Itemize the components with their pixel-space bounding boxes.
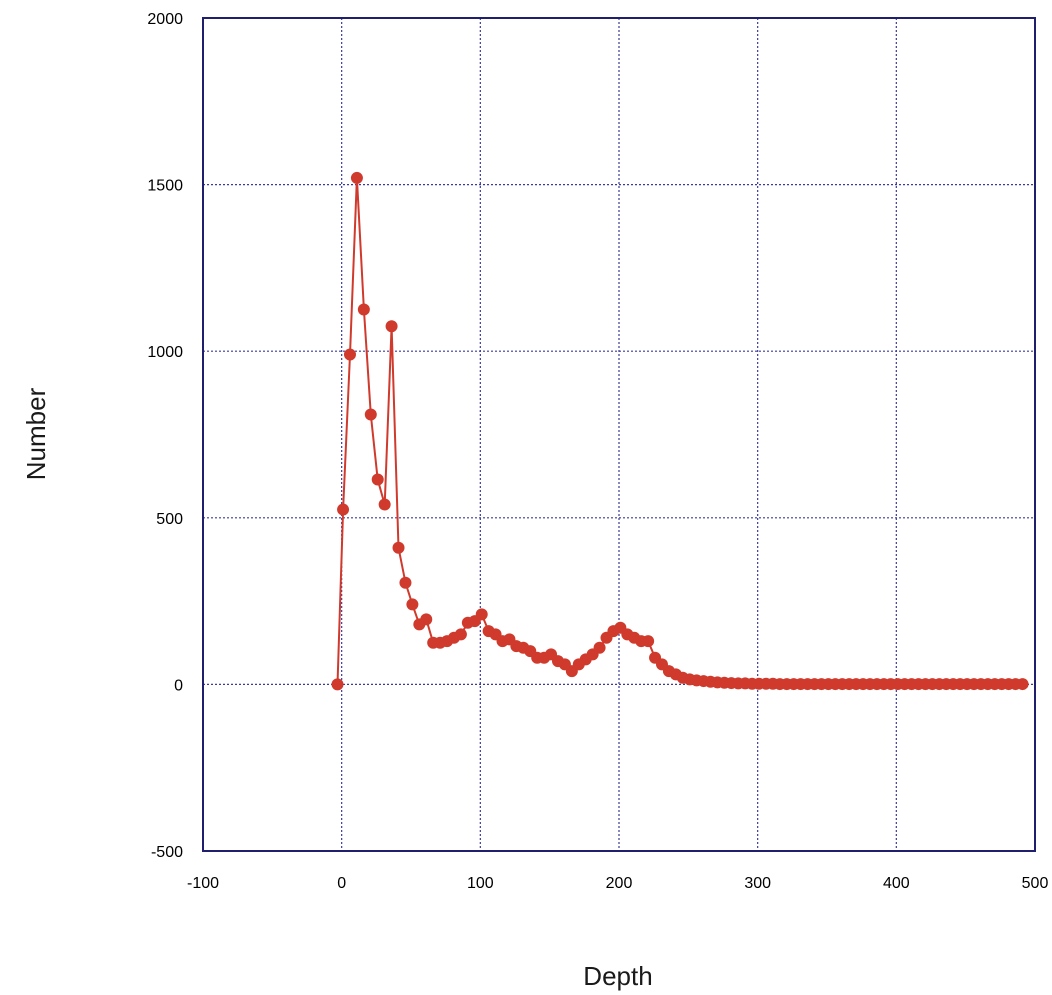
x-tick-label: 200 (606, 875, 633, 892)
y-tick-label: -500 (151, 844, 183, 861)
data-point (364, 408, 377, 421)
x-tick-label: 400 (883, 875, 910, 892)
y-axis-title: Number (21, 387, 51, 480)
data-point (371, 473, 384, 486)
y-tick-label: 1000 (147, 344, 183, 361)
data-point (420, 613, 433, 626)
x-tick-label: 300 (744, 875, 771, 892)
data-point (475, 608, 488, 621)
x-axis-ticks: -100 0 100 200 300 400 500 (187, 875, 1048, 892)
x-tick-label: 100 (467, 875, 494, 892)
data-point (593, 641, 606, 654)
data-point (642, 635, 655, 648)
data-point (350, 171, 363, 184)
data-point (331, 678, 344, 691)
data-point (357, 303, 370, 316)
y-tick-label: 1500 (147, 178, 183, 195)
data-point (1016, 678, 1029, 691)
series-group (331, 171, 1029, 691)
data-point (378, 498, 391, 511)
x-tick-label: 0 (337, 875, 346, 892)
y-tick-label: 0 (174, 677, 183, 694)
data-point (392, 541, 405, 554)
data-point (406, 598, 419, 611)
data-point (343, 348, 356, 361)
y-tick-label: 2000 (147, 11, 183, 28)
x-tick-label: 500 (1022, 875, 1049, 892)
x-axis-title: Depth (583, 961, 652, 991)
data-point (399, 576, 412, 589)
series-line (336, 177, 1023, 686)
data-point (337, 503, 350, 516)
data-point (454, 628, 467, 641)
y-axis-ticks: -500 0 500 1000 1500 2000 (147, 11, 183, 861)
x-tick-label: -100 (187, 875, 219, 892)
plot-frame (202, 17, 1036, 852)
grid-lines (203, 18, 1035, 851)
y-tick-label: 500 (156, 511, 183, 528)
data-point (385, 320, 398, 333)
